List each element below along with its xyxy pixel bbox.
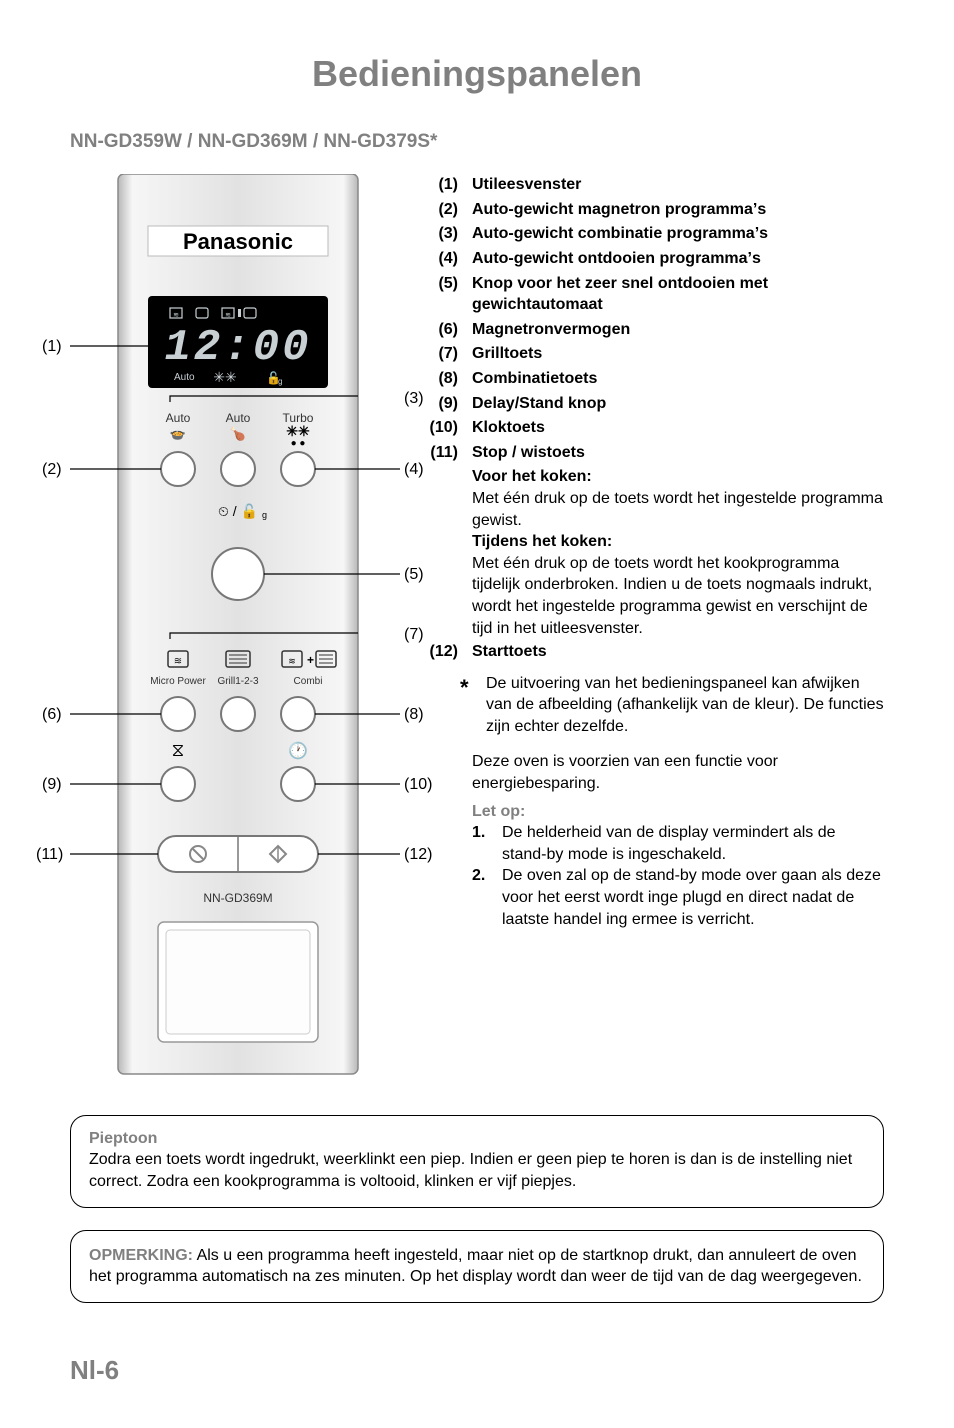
callout-6: (6) bbox=[42, 704, 62, 726]
display-auto-label: Auto bbox=[174, 372, 195, 383]
svg-text:🕐: 🕐 bbox=[288, 741, 308, 760]
list-item: (11)Stop / wistoets bbox=[424, 442, 884, 464]
feature-list: (1)Utileesvenster (2)Auto-gewicht magnetr… bbox=[424, 174, 884, 463]
page-title: Bedieningspanelen bbox=[70, 50, 884, 99]
list-item: (12) Starttoets bbox=[424, 641, 884, 663]
list-item: (8)Combinatietoets bbox=[424, 368, 884, 390]
callout-12: (12) bbox=[404, 844, 432, 866]
control-panel-diagram: Panasonic ≋ ≋ 12:00 Auto ✳✳ 🔓 g bbox=[70, 174, 400, 1084]
list-item: (2)Auto-gewicht magnetron programmaʼs bbox=[424, 199, 884, 221]
svg-text:g: g bbox=[278, 377, 282, 386]
asterisk-note: * De uitvoering van het bedieningspaneel… bbox=[460, 673, 884, 738]
list-item: (3)Auto-gewicht combinatie programmaʼs bbox=[424, 223, 884, 245]
panel-illustration-column: Panasonic ≋ ≋ 12:00 Auto ✳✳ 🔓 g bbox=[70, 174, 400, 1091]
list-item: (4)Auto-gewicht ontdooien programmaʼs bbox=[424, 248, 884, 270]
list-item: 1.De helderheid van de display verminder… bbox=[472, 822, 884, 865]
page-number: Nl-6 bbox=[70, 1353, 884, 1388]
svg-text:🍗: 🍗 bbox=[230, 426, 246, 441]
pieptoon-box: Pieptoon Zodra een toets wordt ingedrukt… bbox=[70, 1115, 884, 1208]
opmerking-text: Als u een programma heeft ingesteld, maa… bbox=[89, 1247, 862, 1286]
opmerking-label: OPMERKING: bbox=[89, 1247, 193, 1264]
callout-1: (1) bbox=[42, 336, 62, 358]
list-item: (10)Kloktoets bbox=[424, 417, 884, 439]
svg-text:⧖: ⧖ bbox=[172, 740, 185, 760]
opmerking-box: OPMERKING: Als u een programma heeft ing… bbox=[70, 1230, 884, 1303]
brand-text: Panasonic bbox=[183, 229, 293, 254]
callout-4: (4) bbox=[404, 459, 424, 481]
svg-text:≋: ≋ bbox=[225, 312, 231, 319]
svg-text:≋: ≋ bbox=[174, 656, 182, 667]
callout-9: (9) bbox=[42, 774, 62, 796]
svg-text:● ●: ● ● bbox=[291, 438, 306, 449]
callout-10: (10) bbox=[404, 774, 432, 796]
list-item: 2.De oven zal op de stand-by mode over g… bbox=[472, 865, 884, 930]
svg-text:✳✳: ✳✳ bbox=[213, 369, 236, 385]
list-item: (6)Magnetronvermogen bbox=[424, 319, 884, 341]
svg-text:🍲: 🍲 bbox=[170, 426, 186, 441]
svg-text:⏲ / 🔓: ⏲ / 🔓 bbox=[218, 503, 258, 520]
svg-text:Combi: Combi bbox=[294, 676, 323, 687]
svg-text:+: + bbox=[307, 653, 314, 667]
let-op-list: 1.De helderheid van de display verminder… bbox=[472, 822, 884, 930]
svg-text:Grill1-2-3: Grill1-2-3 bbox=[217, 676, 259, 687]
pieptoon-title: Pieptoon bbox=[89, 1130, 157, 1147]
svg-text:✳✳: ✳✳ bbox=[286, 423, 310, 439]
svg-text:Auto: Auto bbox=[166, 411, 191, 425]
energy-note: Deze oven is voorzien van een functie vo… bbox=[472, 751, 884, 794]
svg-text:≋: ≋ bbox=[173, 312, 179, 319]
stop-key-description: Voor het koken: Met één druk op de toets… bbox=[472, 466, 884, 639]
list-item: (9)Delay/Stand knop bbox=[424, 393, 884, 415]
list-item: (7)Grilltoets bbox=[424, 343, 884, 365]
list-item: (1)Utileesvenster bbox=[424, 174, 884, 196]
callout-2: (2) bbox=[42, 459, 62, 481]
pieptoon-text: Zodra een toets wordt ingedrukt, weerkli… bbox=[89, 1151, 852, 1190]
callout-7: (7) bbox=[404, 624, 424, 646]
model-subtitle: NN-GD359W / NN-GD369M / NN-GD379S* bbox=[70, 129, 884, 155]
display-time: 12:00 bbox=[164, 323, 311, 373]
callout-11: (11) bbox=[36, 844, 63, 866]
callout-8: (8) bbox=[404, 704, 424, 726]
description-column: (1)Utileesvenster (2)Auto-gewicht magnetr… bbox=[424, 174, 884, 930]
model-label: NN-GD369M bbox=[203, 891, 272, 905]
svg-text:Auto: Auto bbox=[226, 411, 251, 425]
svg-text:g: g bbox=[262, 510, 267, 520]
list-item: (5)Knop voor het zeer snel ontdooien met… bbox=[424, 273, 884, 316]
let-op-label: Let op: bbox=[472, 801, 884, 823]
svg-text:≋: ≋ bbox=[288, 656, 296, 666]
svg-text:Micro Power: Micro Power bbox=[150, 676, 206, 687]
callout-5: (5) bbox=[404, 564, 424, 586]
callout-3: (3) bbox=[404, 388, 424, 410]
